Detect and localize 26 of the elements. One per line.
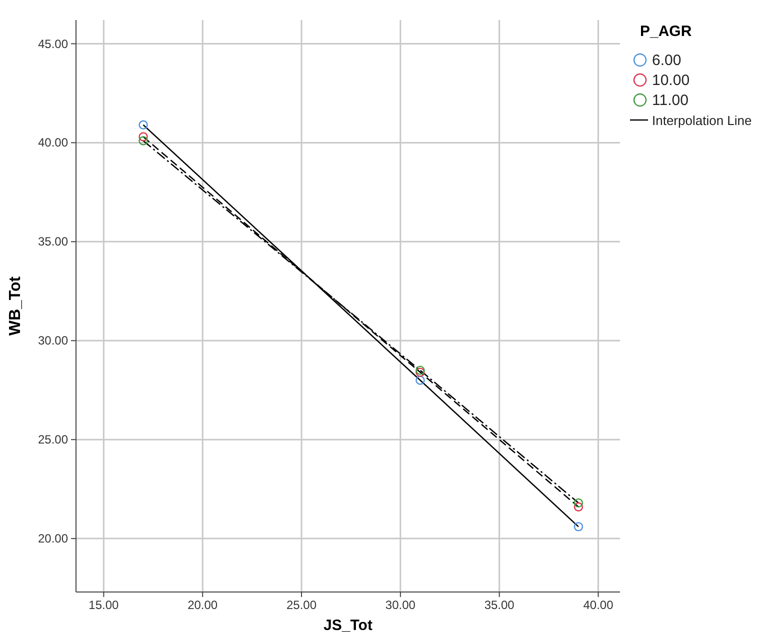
y-tick-label: 35.00 (38, 234, 68, 249)
point (138, 136, 148, 146)
point (138, 120, 148, 130)
legend-label: Interpolation Line (652, 113, 752, 128)
legend-title: P_AGR (640, 23, 692, 40)
point (138, 132, 148, 142)
y-tick-label: 45.00 (38, 36, 68, 51)
y-tick-label: 40.00 (38, 136, 68, 150)
legend-label: 11.00 (652, 92, 688, 109)
x-tick-label: 25.00 (286, 598, 317, 612)
x-axis-title: JS_Tot (324, 617, 372, 632)
x-tick-label: 15.00 (88, 598, 120, 612)
y-tick-label: 30.00 (38, 334, 68, 348)
x-tick-label: 35.00 (484, 598, 515, 612)
x-tick-label: 20.00 (188, 598, 218, 612)
point (416, 376, 425, 385)
y-tick-label: 20.00 (38, 532, 68, 546)
legend-label: 6.00 (652, 52, 682, 69)
point (574, 498, 584, 508)
x-tick-label: 40.00 (583, 598, 614, 612)
legend-label: 10.00 (652, 72, 690, 89)
x-tick-label: 30.00 (385, 598, 416, 612)
y-tick-label: 25.00 (38, 432, 68, 447)
point (574, 522, 584, 532)
y-axis-title: WB_Tot (7, 276, 24, 336)
point (574, 502, 584, 512)
